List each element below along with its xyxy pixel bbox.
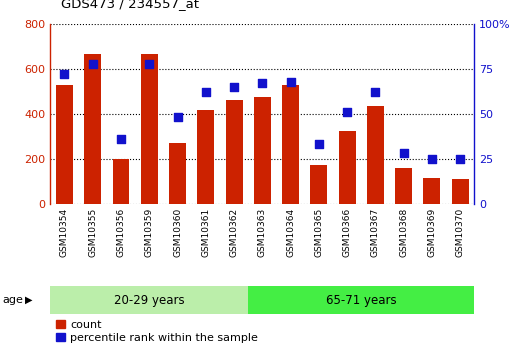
Bar — [56, 85, 73, 204]
Bar — [423, 178, 440, 204]
Text: GSM10363: GSM10363 — [258, 208, 267, 257]
Bar — [339, 131, 356, 204]
Bar — [248, 286, 474, 314]
Text: GSM10365: GSM10365 — [314, 208, 323, 257]
Bar — [282, 85, 299, 204]
Bar — [169, 143, 186, 204]
Point — [60, 72, 69, 77]
Text: GSM10362: GSM10362 — [229, 208, 239, 257]
Text: GSM10369: GSM10369 — [428, 208, 436, 257]
Bar — [395, 168, 412, 204]
Point — [315, 141, 323, 147]
Text: 65-71 years: 65-71 years — [326, 294, 396, 307]
Point — [201, 90, 210, 95]
Text: age: age — [3, 295, 23, 305]
Text: GSM10355: GSM10355 — [89, 208, 97, 257]
Point — [173, 115, 182, 120]
Point — [145, 61, 154, 66]
Point — [400, 150, 408, 156]
Bar — [311, 166, 328, 204]
Bar — [50, 286, 248, 314]
Text: GSM10354: GSM10354 — [60, 208, 69, 257]
Bar — [452, 179, 469, 204]
Bar — [226, 100, 243, 204]
Bar — [112, 159, 129, 204]
Text: GSM10356: GSM10356 — [117, 208, 126, 257]
Point — [117, 136, 125, 142]
Point — [89, 61, 97, 66]
Point — [258, 81, 267, 86]
Bar — [254, 97, 271, 204]
Text: 20-29 years: 20-29 years — [114, 294, 184, 307]
Text: GSM10360: GSM10360 — [173, 208, 182, 257]
Text: GSM10361: GSM10361 — [201, 208, 210, 257]
Text: GSM10364: GSM10364 — [286, 208, 295, 257]
Text: GDS473 / 234557_at: GDS473 / 234557_at — [61, 0, 199, 10]
Point — [343, 109, 351, 115]
Point — [230, 84, 239, 90]
Text: ▶: ▶ — [25, 295, 33, 305]
Text: GSM10367: GSM10367 — [371, 208, 380, 257]
Text: GSM10366: GSM10366 — [343, 208, 351, 257]
Legend: count, percentile rank within the sample: count, percentile rank within the sample — [56, 319, 258, 343]
Bar — [197, 110, 214, 204]
Point — [371, 90, 379, 95]
Text: GSM10370: GSM10370 — [456, 208, 465, 257]
Bar — [141, 55, 158, 204]
Text: GSM10359: GSM10359 — [145, 208, 154, 257]
Bar — [84, 55, 101, 204]
Point — [428, 156, 436, 161]
Point — [456, 156, 464, 161]
Bar — [367, 106, 384, 204]
Text: GSM10368: GSM10368 — [399, 208, 408, 257]
Point — [286, 79, 295, 84]
